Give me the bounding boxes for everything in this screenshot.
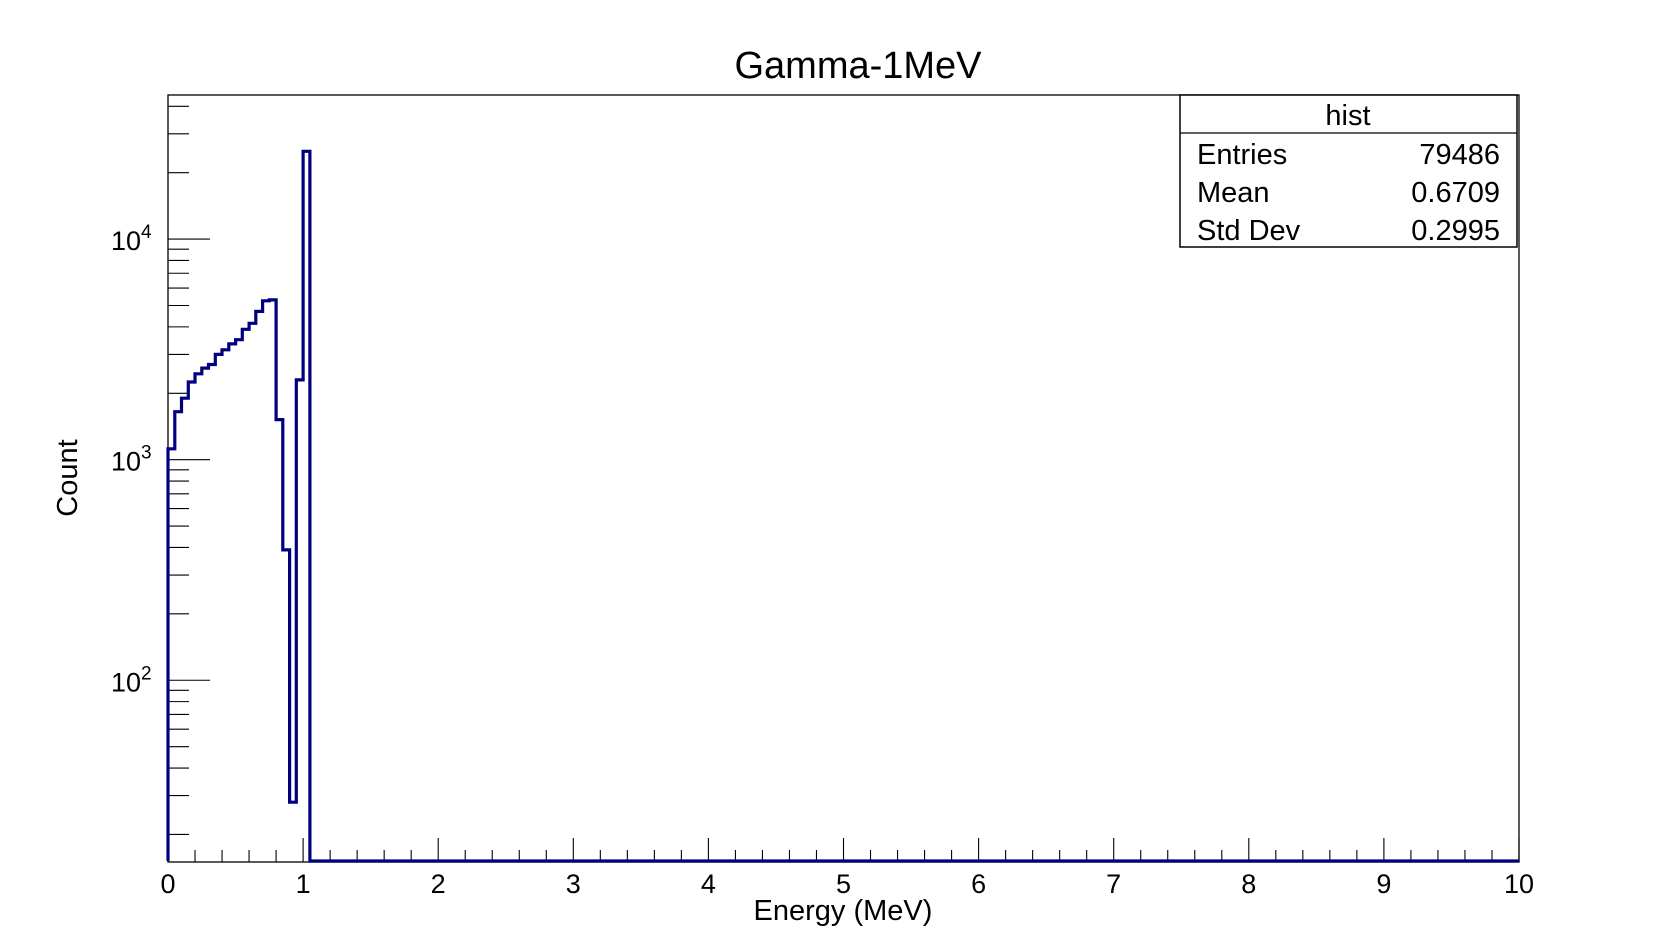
stats-mean-label: Mean <box>1197 177 1270 209</box>
histogram-bin <box>269 300 276 862</box>
x-tick-label: 10 <box>1504 869 1534 899</box>
histogram-bin <box>242 329 249 862</box>
histogram-bin <box>296 380 303 862</box>
x-tick-label: 8 <box>1241 869 1256 899</box>
histogram-bin <box>175 412 182 862</box>
stats-box-frame <box>1179 94 1518 248</box>
histogram-bin <box>202 368 209 862</box>
histogram-bin <box>236 340 243 862</box>
histogram-bin <box>290 802 297 862</box>
histogram-bin <box>303 151 310 862</box>
x-axis-label: Energy (MeV) <box>754 895 933 927</box>
stats-entries-label: Entries <box>1197 139 1287 171</box>
x-tick-label: 5 <box>836 869 851 899</box>
histogram-bin <box>188 382 195 862</box>
histogram-bin <box>182 398 189 862</box>
histogram-bin <box>263 301 270 862</box>
x-tick-label: 6 <box>971 869 986 899</box>
histogram-bin <box>209 365 216 862</box>
x-tick-label: 4 <box>701 869 716 899</box>
stats-entries-value: 79486 <box>1419 139 1500 171</box>
histogram-bin <box>195 374 202 862</box>
stats-stddev-label: Std Dev <box>1197 215 1301 247</box>
y-tick-label: 104 <box>111 222 152 256</box>
x-tick-label: 3 <box>566 869 581 899</box>
x-tick-label: 0 <box>160 869 175 899</box>
stats-mean-value: 0.6709 <box>1411 177 1500 209</box>
histogram-bin <box>276 420 283 862</box>
histogram-bin <box>256 311 263 862</box>
histogram-bin <box>249 323 256 862</box>
x-tick-label: 1 <box>296 869 311 899</box>
x-tick-label: 9 <box>1376 869 1391 899</box>
stats-box-title: hist <box>1325 100 1370 132</box>
y-tick-label: 102 <box>111 663 152 697</box>
histogram-bin <box>215 354 222 862</box>
stats-stddev-value: 0.2995 <box>1411 215 1500 247</box>
x-tick-label: 2 <box>431 869 446 899</box>
histogram-bin <box>168 449 175 862</box>
histogram-outline <box>166 149 1519 863</box>
y-axis-label: Count <box>52 439 84 516</box>
x-tick-label: 7 <box>1106 869 1121 899</box>
histogram-bin <box>222 350 229 862</box>
y-tick-label: 103 <box>111 443 152 477</box>
histogram-bin <box>229 344 236 862</box>
chart-title: Gamma-1MeV <box>734 45 982 87</box>
stats-box: hist Entries 79486 Mean 0.6709 Std Dev 0… <box>1179 94 1518 248</box>
histogram-bin <box>283 550 290 862</box>
